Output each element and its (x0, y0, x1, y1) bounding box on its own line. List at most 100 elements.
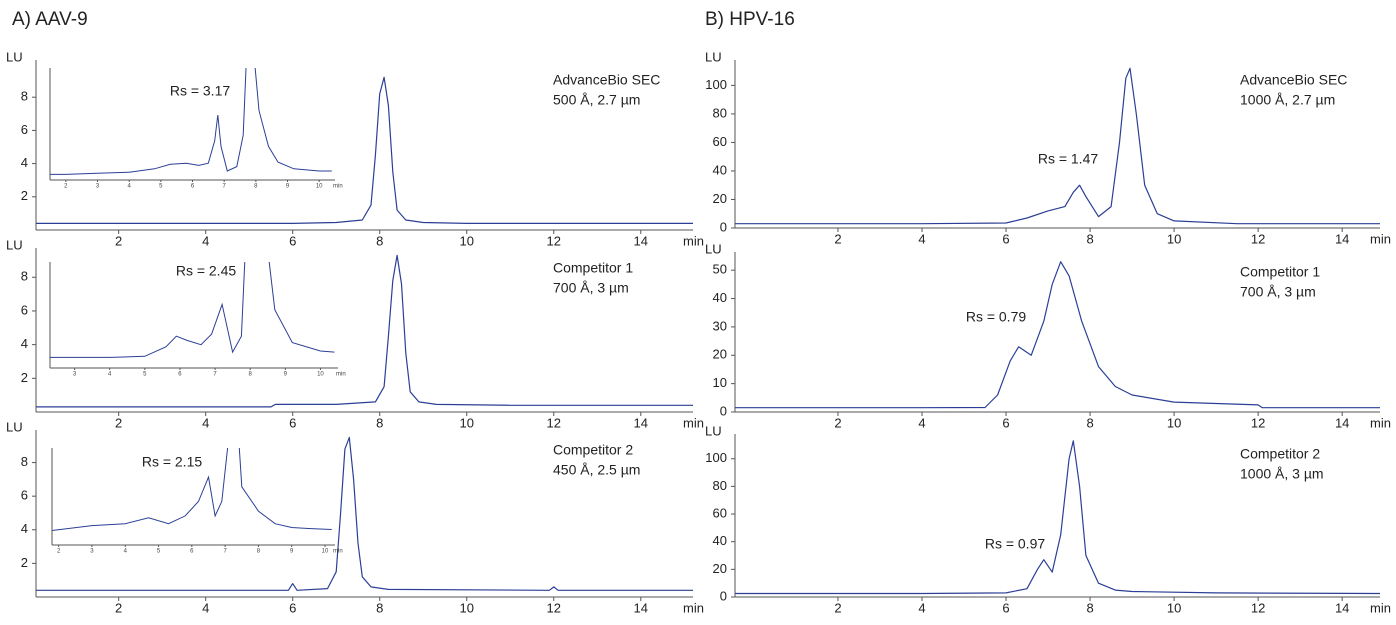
x-tick-label: 10 (1167, 600, 1181, 615)
trace (36, 254, 693, 408)
y-axis-label: LU (705, 49, 722, 64)
y-tick-label: 20 (713, 191, 727, 206)
y-tick-label: 30 (713, 318, 727, 333)
inset-x-tick-label: 2 (64, 184, 68, 190)
column-label: Competitor 1 (553, 260, 633, 276)
x-tick-label: 4 (202, 233, 209, 248)
inset-trace (50, 262, 335, 358)
y-tick-label: 4 (21, 521, 28, 536)
column-label: 450 Å, 2.5 µm (553, 462, 640, 478)
x-tick-label: 6 (289, 600, 296, 615)
x-tick-label: 12 (547, 415, 561, 430)
x-tick-label: 6 (1002, 231, 1009, 246)
inset-x-tick-label: 10 (317, 372, 324, 378)
y-tick-label: 100 (705, 450, 727, 465)
x-tick-label: 8 (1086, 415, 1093, 430)
trace (735, 261, 1380, 409)
y-tick-label: 40 (713, 162, 727, 177)
x-tick-label: 2 (115, 233, 122, 248)
inset-x-tick-label: 8 (257, 549, 261, 555)
y-tick-label: 100 (705, 77, 727, 92)
x-axis-label: min (1370, 415, 1391, 430)
x-tick-label: 8 (376, 600, 383, 615)
x-tick-label: 14 (634, 415, 648, 430)
x-tick-label: 2 (834, 600, 841, 615)
x-tick-label: 4 (918, 231, 925, 246)
y-axis-label: LU (705, 423, 722, 438)
annotation: Rs = 2.45 (176, 263, 237, 279)
x-tick-label: 12 (547, 233, 561, 248)
column-label: 1000 Å, 3 µm (1240, 466, 1324, 482)
x-tick-label: 10 (1167, 415, 1181, 430)
x-tick-label: 12 (1251, 231, 1265, 246)
x-tick-label: 4 (202, 415, 209, 430)
inset-x-tick-label: 7 (213, 372, 217, 378)
y-tick-label: 6 (21, 488, 28, 503)
y-axis-label: LU (705, 241, 722, 256)
y-tick-label: 2 (21, 370, 28, 385)
y-tick-label: 10 (713, 375, 727, 390)
x-tick-label: 4 (918, 600, 925, 615)
column-label: AdvanceBio SEC (1240, 72, 1347, 88)
x-tick-label: 10 (460, 600, 474, 615)
x-tick-label: 14 (634, 233, 648, 248)
x-tick-label: 2 (115, 415, 122, 430)
inset-x-tick-label: 7 (222, 184, 226, 190)
x-tick-label: 8 (1086, 231, 1093, 246)
x-axis-label: min (683, 415, 704, 430)
y-axis-label: LU (6, 49, 23, 64)
y-tick-label: 60 (713, 134, 727, 149)
y-tick-label: 80 (713, 105, 727, 120)
y-tick-label: 40 (713, 533, 727, 548)
annotation: Rs = 1.47 (1038, 151, 1099, 167)
y-tick-label: 20 (713, 561, 727, 576)
y-axis-label: LU (6, 237, 23, 252)
column-label: 700 Å, 3 µm (1240, 284, 1316, 300)
x-tick-label: 14 (1335, 231, 1349, 246)
x-axis-label: min (1370, 600, 1391, 615)
inset-trace (50, 68, 332, 175)
y-tick-label: 80 (713, 478, 727, 493)
x-tick-label: 12 (1251, 415, 1265, 430)
x-tick-label: 12 (1251, 600, 1265, 615)
inset-x-tick-label: 4 (127, 184, 131, 190)
inset-x-tick-label: 9 (286, 184, 290, 190)
inset-x-tick-label: 5 (157, 549, 161, 555)
x-tick-label: 8 (376, 233, 383, 248)
y-tick-label: 0 (720, 219, 727, 234)
inset-x-tick-label: 8 (254, 184, 258, 190)
y-tick-label: 8 (21, 454, 28, 469)
column-label: 500 Å, 2.7 µm (553, 92, 640, 108)
x-axis-label: min (683, 233, 704, 248)
column-label: AdvanceBio SEC (553, 72, 660, 88)
trace (36, 436, 693, 591)
column-label: Competitor 1 (1240, 264, 1320, 280)
x-axis-label: min (1370, 231, 1391, 246)
inset-x-tick-label: 2 (57, 549, 61, 555)
x-tick-label: 2 (115, 600, 122, 615)
y-tick-label: 40 (713, 290, 727, 305)
inset-x-tick-label: 4 (108, 372, 112, 378)
inset-x-tick-label: 7 (223, 549, 227, 555)
x-tick-label: 2 (834, 231, 841, 246)
y-axis-label: LU (6, 419, 23, 434)
inset-x-tick-label: 5 (143, 372, 147, 378)
y-tick-label: 4 (21, 336, 28, 351)
inset-x-tick-label: 3 (96, 184, 100, 190)
x-tick-label: 4 (202, 600, 209, 615)
x-tick-label: 14 (1335, 415, 1349, 430)
inset-x-tick-label: 6 (190, 549, 194, 555)
inset-x-tick-label: 10 (316, 184, 323, 190)
y-tick-label: 6 (21, 302, 28, 317)
x-tick-label: 6 (1002, 415, 1009, 430)
annotation: Rs = 0.79 (966, 309, 1027, 325)
x-tick-label: 14 (1335, 600, 1349, 615)
annotation: Rs = 0.97 (985, 536, 1046, 552)
inset-x-tick-label: 8 (249, 372, 253, 378)
x-tick-label: 8 (1086, 600, 1093, 615)
y-tick-label: 8 (21, 89, 28, 104)
column-label: Competitor 2 (553, 442, 633, 458)
column-label: 1000 Å, 2.7 µm (1240, 92, 1335, 108)
inset-x-tick-label: 5 (159, 184, 163, 190)
y-tick-label: 2 (21, 555, 28, 570)
